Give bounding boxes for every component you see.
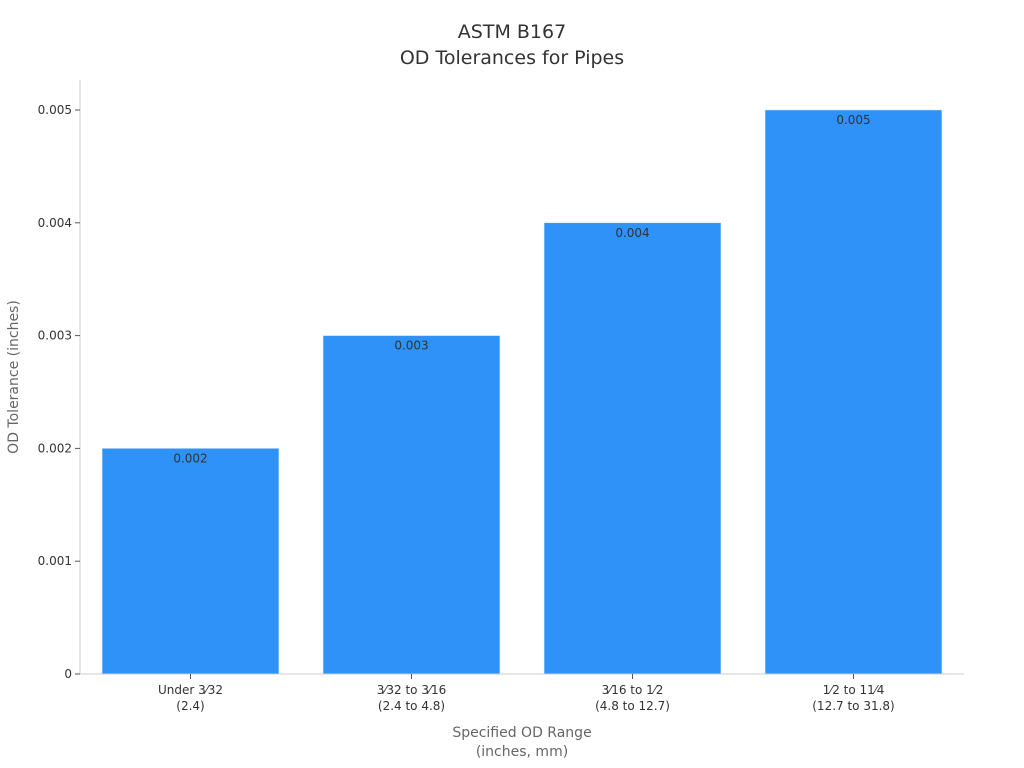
y-tick-label: 0.001 (38, 554, 72, 568)
bar-value-label: 0.003 (394, 339, 428, 353)
x-tick-label-line1: 3⁄32 to 3⁄16 (377, 683, 447, 697)
bar (322, 335, 501, 675)
y-tick-label: 0.003 (38, 329, 72, 343)
y-tick-label: 0 (64, 667, 72, 681)
bar-value-label: 0.005 (836, 113, 870, 127)
y-tick-label: 0.005 (38, 103, 72, 117)
x-tick-label-line2: (2.4) (176, 699, 204, 713)
x-axis-label-line2: (inches, mm) (476, 744, 568, 760)
y-tick-label: 0.002 (38, 441, 72, 455)
bar (764, 109, 943, 675)
chart-title-line1: ASTM B167 (457, 21, 567, 43)
bars: 0.002 0.003 0.004 0.005 (101, 109, 943, 675)
x-tick-label-line2: (12.7 to 31.8) (812, 699, 894, 713)
x-tick-label-line1: Under 3⁄32 (158, 683, 223, 697)
bar (543, 222, 722, 675)
x-tick-label-line2: (4.8 to 12.7) (595, 699, 670, 713)
bar-value-label: 0.002 (173, 451, 207, 465)
x-tick-label-line1: 3⁄16 to 1⁄2 (602, 683, 664, 697)
x-axis-ticks: Under 3⁄32 (2.4) 3⁄32 to 3⁄16 (2.4 to 4.8) 3… (158, 674, 895, 713)
bar (101, 448, 280, 675)
y-tick-label: 0.004 (38, 216, 72, 230)
x-tick-label-line2: (2.4 to 4.8) (378, 699, 445, 713)
x-tick-label-line1: 1⁄2 to 11⁄4 (823, 683, 885, 697)
x-axis-label-line1: Specified OD Range (452, 725, 591, 741)
y-axis-ticks: 0 0.001 0.002 0.003 0.004 0.005 (38, 103, 80, 681)
y-axis-label: OD Tolerance (inches) (6, 300, 22, 454)
chart-title-line2: OD Tolerances for Pipes (399, 47, 625, 69)
bar-value-label: 0.004 (615, 226, 649, 240)
